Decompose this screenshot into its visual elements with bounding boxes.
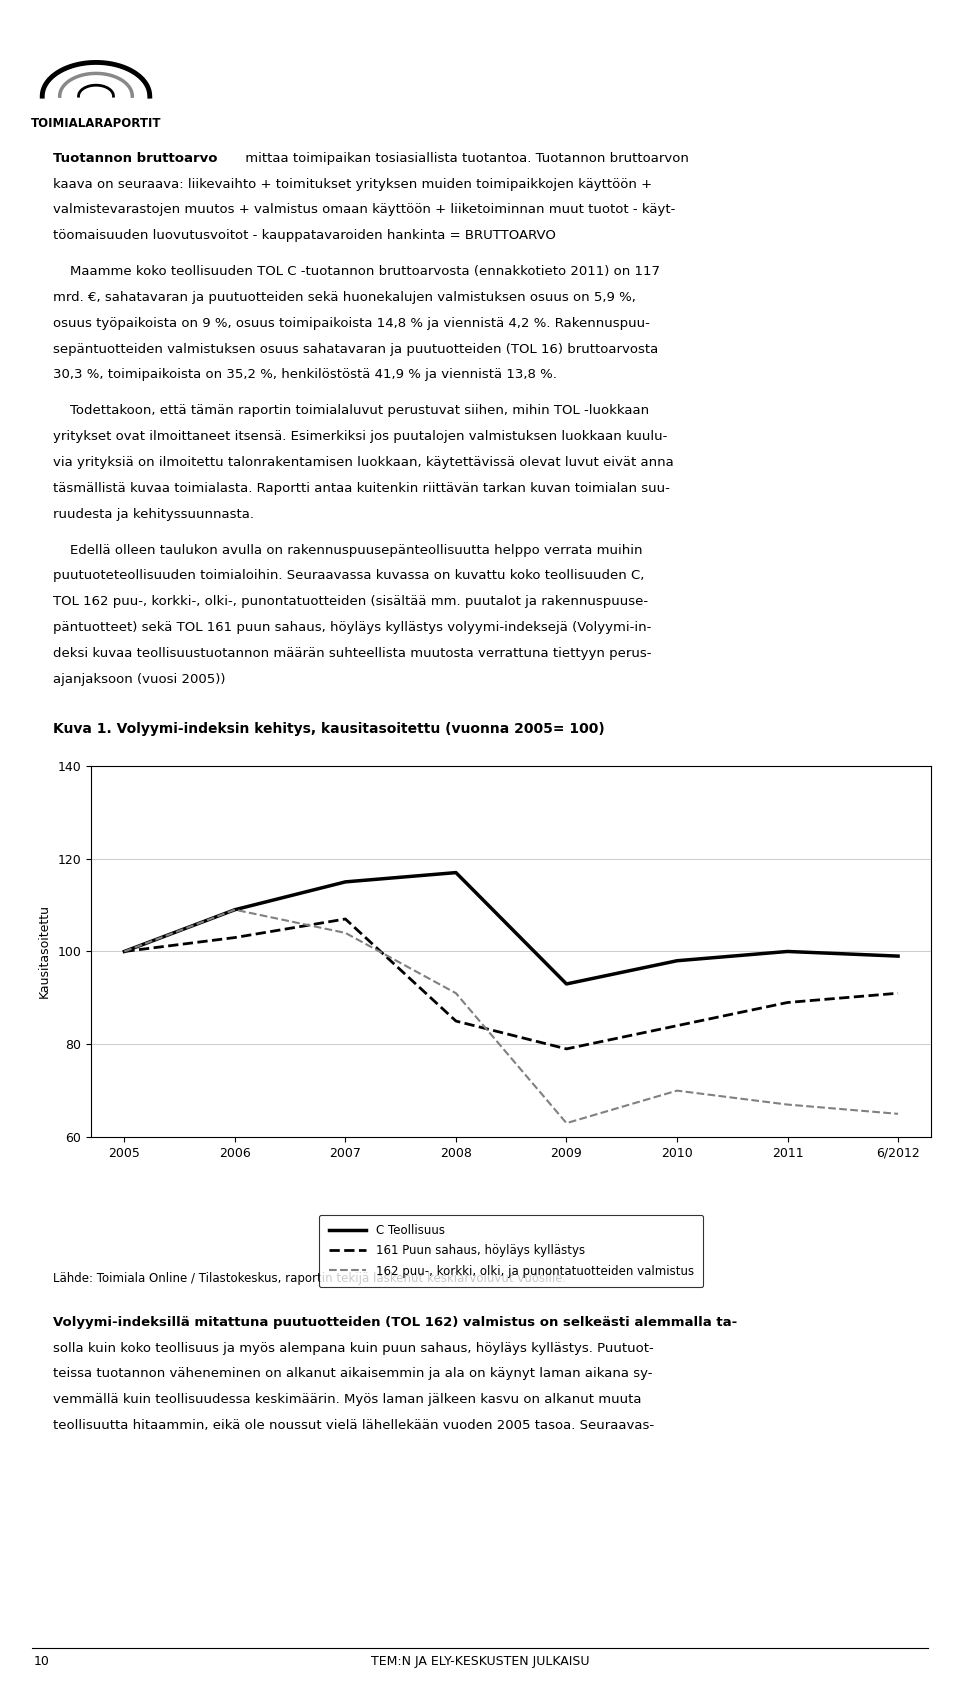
Text: solla kuin koko teollisuus ja myös alempana kuin puun sahaus, höyläys kyllästys.: solla kuin koko teollisuus ja myös alemp… (53, 1341, 654, 1355)
Text: vemmällä kuin teollisuudessa keskimäärin. Myös laman jälkeen kasvu on alkanut mu: vemmällä kuin teollisuudessa keskimäärin… (53, 1393, 641, 1407)
Text: puutuoteteollisuuden toimialoihin. Seuraavassa kuvassa on kuvattu koko teollisuu: puutuoteteollisuuden toimialoihin. Seura… (53, 570, 644, 582)
Text: Todettakoon, että tämän raportin toimialaluvut perustuvat siihen, mihin TOL -luo: Todettakoon, että tämän raportin toimial… (53, 405, 649, 417)
Text: Lähde: Toimiala Online / Tilastokeskus, raportin tekijä laskenut keskiarvoluvut : Lähde: Toimiala Online / Tilastokeskus, … (53, 1272, 566, 1285)
Text: Maamme koko teollisuuden TOL C -tuotannon bruttoarvosta (ennakkotieto 2011) on 1: Maamme koko teollisuuden TOL C -tuotanno… (53, 265, 660, 278)
Text: Tuotannon bruttoarvo: Tuotannon bruttoarvo (53, 152, 217, 165)
Text: mrd. €, sahatavaran ja puutuotteiden sekä huonekalujen valmistuksen osuus on 5,9: mrd. €, sahatavaran ja puutuotteiden sek… (53, 290, 636, 304)
Text: täsmällistä kuvaa toimialasta. Raportti antaa kuitenkin riittävän tarkan kuvan t: täsmällistä kuvaa toimialasta. Raportti … (53, 482, 670, 494)
Text: 30,3 %, toimipaikoista on 35,2 %, henkilöstöstä 41,9 % ja viennistä 13,8 %.: 30,3 %, toimipaikoista on 35,2 %, henkil… (53, 368, 557, 381)
Text: mittaa toimipaikan tosiasiallista tuotantoa. Tuotannon bruttoarvon: mittaa toimipaikan tosiasiallista tuotan… (241, 152, 689, 165)
Text: Kuva 1. Volyymi-indeksin kehitys, kausitasoitettu (vuonna 2005= 100): Kuva 1. Volyymi-indeksin kehitys, kausit… (53, 722, 605, 736)
Text: teissa tuotannon väheneminen on alkanut aikaisemmin ja ala on käynyt laman aikan: teissa tuotannon väheneminen on alkanut … (53, 1368, 652, 1380)
Text: deksi kuvaa teollisuustuotannon määrän suhteellista muutosta verrattuna tiettyyn: deksi kuvaa teollisuustuotannon määrän s… (53, 646, 651, 660)
Text: yritykset ovat ilmoittaneet itsensä. Esimerkiksi jos puutalojen valmistuksen luo: yritykset ovat ilmoittaneet itsensä. Esi… (53, 430, 667, 444)
Text: via yrityksiä on ilmoitettu talonrakentamisen luokkaan, käytettävissä olevat luv: via yrityksiä on ilmoitettu talonrakenta… (53, 455, 674, 469)
Text: 10: 10 (34, 1655, 50, 1668)
Text: Volyymi-indeksillä mitattuna puutuotteiden (TOL 162) valmistus on selkeästi alem: Volyymi-indeksillä mitattuna puutuotteid… (53, 1316, 737, 1329)
Text: TOIMIALARAPORTIT: TOIMIALARAPORTIT (31, 118, 161, 130)
Legend: C Teollisuus, 161 Puun sahaus, höyläys kyllästys, 162 puu-, korkki, olki, ja pun: C Teollisuus, 161 Puun sahaus, höyläys k… (319, 1215, 704, 1287)
Text: ruudesta ja kehityssuunnasta.: ruudesta ja kehityssuunnasta. (53, 508, 253, 521)
Text: teollisuutta hitaammin, eikä ole noussut vielä lähellekään vuoden 2005 tasoa. Se: teollisuutta hitaammin, eikä ole noussut… (53, 1419, 654, 1432)
Text: sepäntuotteiden valmistuksen osuus sahatavaran ja puutuotteiden (TOL 16) bruttoa: sepäntuotteiden valmistuksen osuus sahat… (53, 342, 658, 356)
Text: ajanjaksoon (vuosi 2005)): ajanjaksoon (vuosi 2005)) (53, 673, 226, 685)
Text: TEM:N JA ELY-KESKUSTEN JULKAISU: TEM:N JA ELY-KESKUSTEN JULKAISU (371, 1655, 589, 1668)
Y-axis label: Kausitasoitettu: Kausitasoitettu (37, 904, 51, 999)
Text: TOL 162 puu-, korkki-, olki-, punontatuotteiden (sisältää mm. puutalot ja rakenn: TOL 162 puu-, korkki-, olki-, punontatuo… (53, 596, 648, 609)
Text: kaava on seuraava: liikevaihto + toimitukset yrityksen muiden toimipaikkojen käy: kaava on seuraava: liikevaihto + toimitu… (53, 177, 652, 191)
Text: osuus työpaikoista on 9 %, osuus toimipaikoista 14,8 % ja viennistä 4,2 %. Raken: osuus työpaikoista on 9 %, osuus toimipa… (53, 317, 650, 331)
Text: töomaisuuden luovutusvoitot - kauppatavaroiden hankinta = BRUTTOARVO: töomaisuuden luovutusvoitot - kauppatava… (53, 229, 556, 243)
Text: valmistevarastojen muutos + valmistus omaan käyttöön + liiketoiminnan muut tuoto: valmistevarastojen muutos + valmistus om… (53, 204, 675, 216)
Text: Edellä olleen taulukon avulla on rakennuspuusepänteollisuutta helppo verrata mui: Edellä olleen taulukon avulla on rakennu… (53, 543, 642, 557)
Text: päntuotteet) sekä TOL 161 puun sahaus, höyläys kyllästys volyymi-indeksejä (Voly: päntuotteet) sekä TOL 161 puun sahaus, h… (53, 621, 651, 634)
